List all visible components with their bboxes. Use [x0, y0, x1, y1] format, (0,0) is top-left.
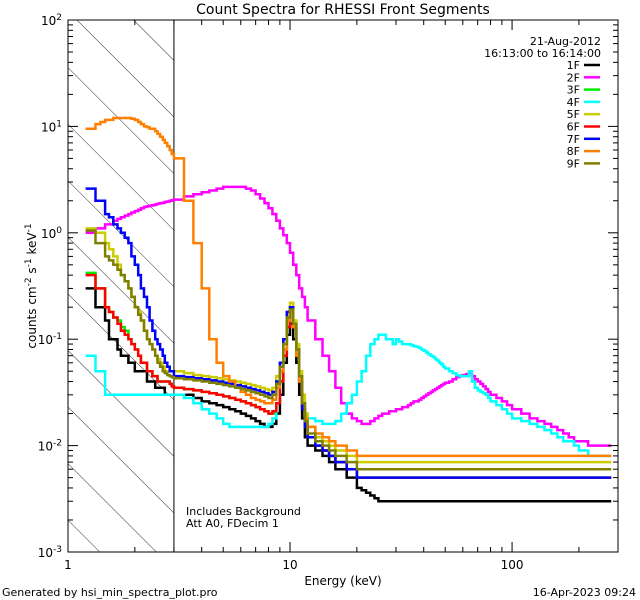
legend-time-range: 16:13:00 to 16:14:00	[484, 47, 601, 60]
y-tick-label: 10-3	[38, 545, 62, 560]
series-7F	[85, 187, 612, 479]
footer-timestamp: 16-Apr-2023 09:24	[533, 586, 636, 599]
y-tick-label: 10-2	[38, 439, 62, 454]
x-axis: 1 10 100	[64, 20, 619, 572]
y-axis-label: counts cm-2 s-1 keV-1	[24, 223, 39, 348]
x-tick-label: 100	[501, 558, 524, 572]
legend-label: 5F	[567, 108, 580, 121]
legend-label: 4F	[567, 96, 580, 109]
legend-label: 3F	[567, 84, 580, 97]
series-1F	[85, 287, 612, 503]
footer-generated-by: Generated by hsi_min_spectra_plot.pro	[2, 586, 218, 599]
note-background: Includes Background	[186, 505, 301, 518]
legend-date: 21-Aug-2012	[530, 35, 601, 48]
series-4F	[85, 305, 612, 458]
x-axis-label: Energy (keV)	[304, 574, 381, 588]
y-tick-label: 101	[41, 119, 62, 134]
series-8F	[85, 116, 612, 458]
y-tick-label: 100	[41, 226, 62, 241]
attenuator-hatch-region	[68, 20, 174, 552]
series-2F	[85, 185, 612, 447]
series-9F	[85, 229, 612, 471]
note-attenuator: Att A0, FDecim 1	[186, 517, 279, 530]
legend-label: 9F	[567, 157, 580, 170]
series-group	[85, 116, 612, 503]
chart-title: Count Spectra for RHESSI Front Segments	[196, 2, 490, 18]
plot-frame	[67, 19, 619, 553]
x-tick-label: 1	[64, 558, 72, 572]
legend-label: 2F	[567, 71, 580, 84]
y-tick-label: 10-1	[38, 332, 62, 347]
x-tick-label: 10	[282, 558, 297, 572]
legend-label: 6F	[567, 121, 580, 134]
y-tick-label: 102	[41, 13, 62, 28]
legend-label: 7F	[567, 133, 580, 146]
y-axis: 10-3 10-2 10-1 100 101 102	[38, 13, 618, 560]
legend-label: 8F	[567, 145, 580, 158]
legend-label: 1F	[567, 59, 580, 72]
